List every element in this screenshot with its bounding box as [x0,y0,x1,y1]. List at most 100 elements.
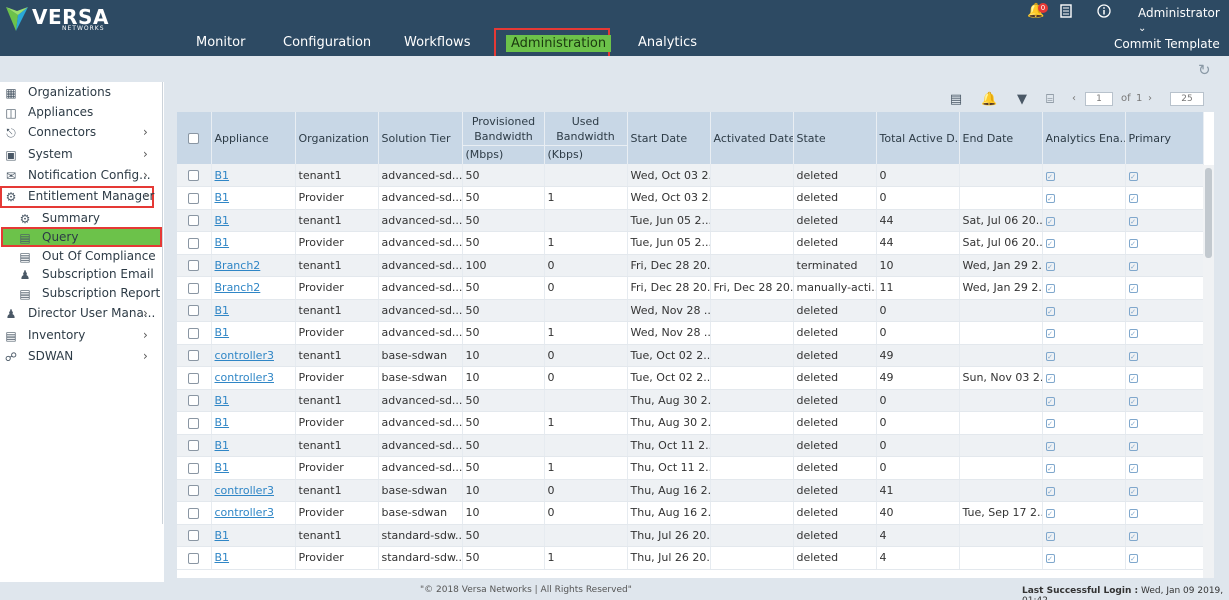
row-select-cell[interactable] [177,434,212,457]
row-select-cell[interactable] [177,231,212,255]
nav-analytics[interactable]: Analytics [638,35,698,50]
sidebar-item-connectors[interactable]: ⎋ Connectors › [0,124,162,142]
row-checkbox[interactable] [188,395,200,407]
row-checkbox[interactable] [188,462,200,474]
export-icon[interactable]: ▤ [949,92,963,107]
filter-icon[interactable]: ▼ [1017,92,1027,107]
sidebar-item-sdwan[interactable]: ☍ SDWAN › [0,348,162,366]
row-checkbox[interactable] [188,282,200,294]
page-size-input[interactable]: 25 [1170,92,1204,106]
appliance-link[interactable]: controller3 [214,371,274,385]
table-row[interactable]: B1 tenant1 advanced-sd... 50 Wed, Nov 28 ...… [177,299,1204,322]
versa-logo[interactable]: VERSA NETWORKS [6,5,126,33]
select-all-header[interactable] [177,112,212,164]
nav-workflows[interactable]: Workflows [404,35,471,50]
appliance-link[interactable]: B1 [214,236,230,250]
refresh-icon[interactable]: ↻ [1198,61,1211,79]
appliance-link[interactable]: Branch2 [214,258,261,272]
row-select-cell[interactable] [177,344,212,367]
row-checkbox[interactable] [188,530,200,542]
row-select-cell[interactable] [177,479,212,502]
sidebar-item-summary[interactable]: ⚙ Summary [0,210,162,228]
row-select-cell[interactable] [177,524,212,547]
row-select-cell[interactable] [177,186,212,210]
table-row[interactable]: B1 Provider standard-sdw... 50 1 Thu, Jul 26 … [177,546,1204,570]
col-primary[interactable]: Primary [1125,112,1204,164]
table-row[interactable]: B1 tenant1 advanced-sd... 50 Thu, Oct 11 2..… [177,434,1204,457]
appliance-link[interactable]: B1 [214,393,230,407]
table-row[interactable]: B1 tenant1 advanced-sd... 50 Tue, Jun 05 2..… [177,209,1204,232]
table-row[interactable]: controller3 tenant1 base-sdwan 10 0 Tue, Oct … [177,344,1204,367]
row-select-cell[interactable] [177,411,212,435]
sidebar-item-entitlement-manager[interactable]: ⚙ Entitlement Manager ⌄ [0,188,162,206]
table-row[interactable]: controller3 Provider base-sdwan 10 0 Thu, Aug… [177,501,1204,525]
table-row[interactable]: B1 tenant1 standard-sdw... 50 Thu, Jul 26 20… [177,524,1204,547]
row-checkbox[interactable] [188,170,200,181]
table-row[interactable]: B1 Provider advanced-sd... 50 1 Wed, Nov 28 .… [177,321,1204,345]
bell-icon[interactable]: 🔔 [981,92,998,107]
col-organization[interactable]: Organization [295,112,379,164]
nav-configuration[interactable]: Configuration [283,35,372,50]
row-select-cell[interactable] [177,389,212,412]
row-select-cell[interactable] [177,299,212,322]
table-row[interactable]: Branch2 tenant1 advanced-sd... 100 0 Fri, Dec… [177,254,1204,277]
row-select-cell[interactable] [177,501,212,525]
row-checkbox[interactable] [188,327,200,339]
row-checkbox[interactable] [188,237,200,249]
table-scrollbar[interactable] [1203,165,1214,578]
appliance-link[interactable]: B1 [214,191,230,205]
row-checkbox[interactable] [188,552,200,564]
col-provisioned-bandwidth[interactable]: Provisioned Bandwidth (Mbps) [462,112,545,164]
commit-template-link[interactable]: Commit Template [1114,37,1220,51]
sidebar-item-subscription-email[interactable]: ♟ Subscription Email [0,266,162,284]
table-row[interactable]: B1 Provider advanced-sd... 50 1 Thu, Aug 30 2… [177,411,1204,435]
nav-administration[interactable]: Administration [506,35,612,52]
appliance-link[interactable]: B1 [214,326,230,340]
row-select-cell[interactable] [177,366,212,390]
document-icon[interactable] [1060,4,1072,18]
row-checkbox[interactable] [188,350,200,362]
appliance-link[interactable]: B1 [214,528,230,542]
col-start-date[interactable]: Start Date [627,112,711,164]
col-total-active-days[interactable]: Total Active D... [876,112,960,164]
appliance-link[interactable]: B1 [214,416,230,430]
info-icon[interactable] [1097,4,1111,18]
sidebar-item-notification-config[interactable]: ✉ Notification Config... › [0,167,162,185]
table-row[interactable]: B1 Provider advanced-sd... 50 1 Thu, Oct 11 2… [177,456,1204,480]
row-checkbox[interactable] [188,507,200,519]
appliance-link[interactable]: B1 [214,438,230,452]
appliance-link[interactable]: controller3 [214,506,274,520]
row-select-cell[interactable] [177,209,212,232]
appliance-link[interactable]: B1 [214,551,230,565]
sidebar-item-director-user-management[interactable]: ♟ Director User Mana... › [0,305,162,323]
select-all-checkbox[interactable] [188,133,200,144]
row-checkbox[interactable] [188,192,200,204]
table-row[interactable]: B1 Provider advanced-sd... 50 1 Tue, Jun 05 2… [177,231,1204,255]
col-analytics-enabled[interactable]: Analytics Ena... [1042,112,1126,164]
row-checkbox[interactable] [188,485,200,497]
col-activated-date[interactable]: Activated Date [710,112,794,164]
row-select-cell[interactable] [177,456,212,480]
sidebar-item-query[interactable]: ▤ Query [0,229,162,247]
appliance-link[interactable]: B1 [214,168,230,182]
appliance-link[interactable]: controller3 [214,348,274,362]
row-checkbox[interactable] [188,215,200,227]
sidebar-item-appliances[interactable]: ◫ Appliances [0,104,162,122]
row-checkbox[interactable] [188,440,200,452]
next-page-icon[interactable]: › [1148,93,1152,104]
row-checkbox[interactable] [188,305,200,317]
table-scrollbar-thumb[interactable] [1205,168,1212,258]
sidebar-item-inventory[interactable]: ▤ Inventory › [0,327,162,345]
first-page-icon[interactable]: ‹ [1072,93,1076,104]
table-row[interactable]: controller3 Provider base-sdwan 10 0 Tue, Oct… [177,366,1204,390]
row-select-cell[interactable] [177,164,212,187]
appliance-link[interactable]: B1 [214,303,230,317]
appliance-link[interactable]: controller3 [214,483,274,497]
sidebar-item-out-of-compliance[interactable]: ▤ Out Of Compliance [0,248,162,266]
row-select-cell[interactable] [177,321,212,345]
row-checkbox[interactable] [188,260,200,272]
col-appliance[interactable]: Appliance [211,112,296,164]
appliance-link[interactable]: B1 [214,213,230,227]
row-select-cell[interactable] [177,546,212,570]
